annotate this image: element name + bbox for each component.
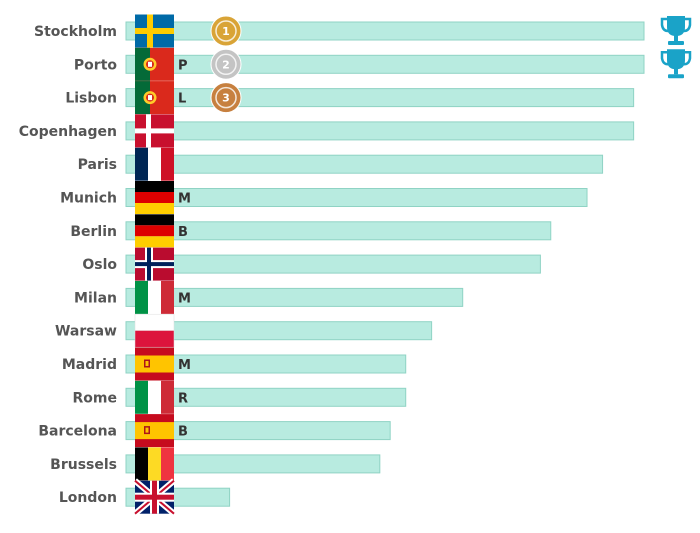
category-label: Copenhagen — [19, 124, 117, 140]
norway-flag-icon — [135, 247, 174, 281]
category-label: Berlin — [70, 224, 117, 240]
spain-flag-icon — [135, 347, 174, 381]
bar-paris — [125, 154, 604, 174]
portugal-flag-icon — [135, 81, 174, 115]
italy-flag-icon — [135, 380, 174, 414]
bar-porto — [125, 54, 645, 74]
category-label: Rome — [73, 390, 117, 406]
svg-text:1: 1 — [222, 25, 230, 38]
category-label: London — [59, 490, 117, 506]
category-label: Oslo — [82, 257, 117, 273]
gold-medal-icon: 1 — [210, 15, 242, 47]
belgium-flag-icon — [135, 447, 174, 481]
sweden-flag-icon — [135, 14, 174, 48]
bar-stockholm — [125, 21, 645, 41]
category-label: Lisbon — [65, 91, 117, 107]
bar-milan — [125, 287, 464, 307]
svg-text:3: 3 — [222, 92, 230, 105]
category-label: Paris — [78, 157, 117, 173]
poland-flag-icon — [134, 313, 175, 348]
bar-madrid — [125, 354, 407, 374]
bar-berlin — [125, 221, 552, 241]
category-label: Porto — [74, 57, 117, 73]
bar-brussels — [125, 454, 381, 474]
code-label: P — [178, 58, 188, 73]
bar-munich — [125, 188, 588, 207]
italy-flag-icon — [135, 280, 174, 314]
trophy-icon — [660, 49, 692, 79]
bar-barcelona — [125, 421, 391, 441]
category-label: Milan — [74, 290, 117, 306]
category-label: Warsaw — [55, 324, 117, 340]
bronze-medal-icon: 3 — [210, 82, 242, 114]
category-label: Stockholm — [34, 24, 117, 40]
bar-lisbon — [125, 88, 635, 108]
portugal-flag-icon — [135, 47, 174, 81]
bar-warsaw — [125, 321, 433, 341]
code-label: M — [178, 192, 191, 207]
france-flag-icon — [135, 147, 174, 181]
germany-flag-icon — [135, 214, 174, 248]
category-label: Munich — [60, 191, 117, 207]
svg-text:2: 2 — [222, 58, 230, 71]
code-label: R — [178, 391, 188, 406]
denmark-flag-icon — [135, 114, 174, 148]
category-label: Barcelona — [38, 424, 117, 440]
trophy-icon — [660, 16, 692, 45]
code-label: M — [178, 358, 191, 373]
silver-medal-icon: 2 — [210, 48, 242, 80]
bar-oslo — [125, 254, 541, 274]
code-label: B — [178, 225, 188, 240]
spain-flag-icon — [135, 414, 174, 448]
code-label: M — [178, 291, 191, 306]
bar-rome — [125, 387, 407, 407]
category-label: Brussels — [50, 457, 117, 473]
code-label: L — [178, 92, 186, 107]
category-label: Madrid — [62, 357, 117, 373]
bar-copenhagen — [125, 121, 635, 141]
germany-flag-icon — [135, 181, 174, 214]
uk-flag-icon — [133, 478, 176, 516]
code-label: B — [178, 425, 188, 440]
